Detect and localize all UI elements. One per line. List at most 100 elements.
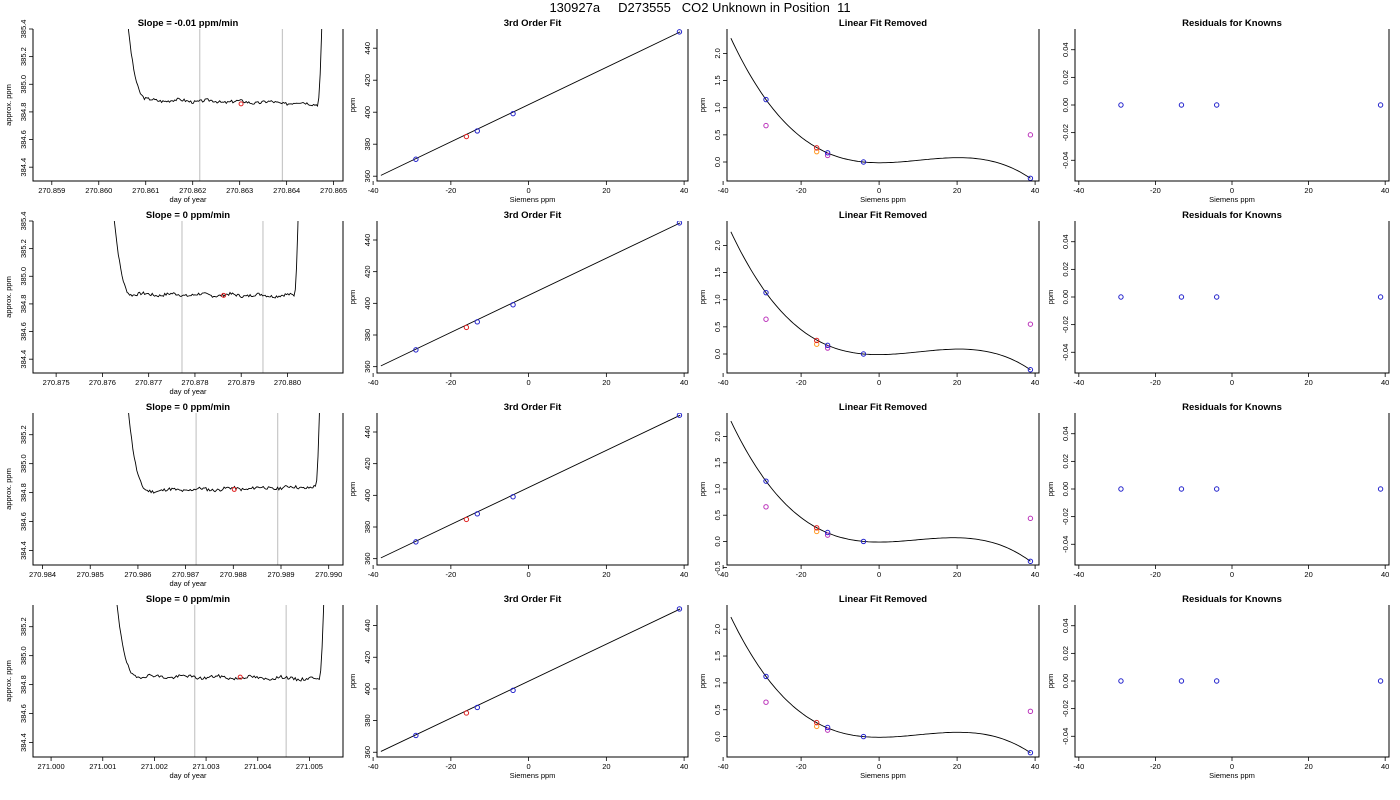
- x-tick-label: -20: [796, 570, 807, 579]
- y-tick-label: 420: [363, 265, 372, 278]
- y-tick-label: 1.0: [713, 678, 722, 688]
- panel-2-1: Slope = 0 ppm/min 270.875 270.876 270.877 27…: [4, 210, 344, 396]
- y-axis-label: ppm: [348, 290, 357, 305]
- x-tick-label: -20: [445, 762, 456, 771]
- fit-line: [380, 414, 681, 559]
- known-point: [676, 413, 683, 418]
- y-tick-label: 385.4: [19, 212, 28, 231]
- plot-area: [1118, 102, 1384, 108]
- y-tick-label: 2.0: [713, 48, 722, 58]
- concentration-trace: [116, 605, 325, 682]
- y-tick-label: 0.02: [1061, 70, 1070, 85]
- x-tick-label: 40: [1381, 570, 1389, 579]
- x-tick-label: 0: [1230, 186, 1234, 195]
- plot-area: [113, 221, 299, 373]
- y-tick-label: 0.0: [713, 349, 722, 359]
- x-tick-label: 40: [1031, 378, 1039, 387]
- panel-2-2: 3rd Order Fit -40 -20 0 20 40 360 380 400 420 440 p…: [348, 210, 689, 387]
- fit-line: [380, 222, 681, 367]
- x-tick-label: -20: [445, 378, 456, 387]
- y-tick-label: 1.5: [713, 458, 722, 468]
- x-tick-label: 270.860: [85, 186, 112, 195]
- y-axis-label: ppm: [348, 482, 357, 497]
- plot-area: [1118, 294, 1384, 300]
- y-tick-label: 385.4: [19, 20, 28, 39]
- y-tick-label: 440: [363, 619, 372, 632]
- plot-frame: [726, 29, 1040, 182]
- x-tick-label: 270.990: [315, 570, 342, 579]
- y-tick-label: 384.8: [19, 675, 28, 694]
- panel-4-2: 3rd Order Fit -40 -20 0 20 40 360 380 400 420 440 S…: [348, 594, 689, 780]
- x-tick-label: 270.878: [181, 378, 208, 387]
- x-tick-label: 270.876: [89, 378, 116, 387]
- plot-frame: [32, 221, 344, 374]
- known-point: [1118, 102, 1124, 108]
- y-axis-label: ppm: [698, 98, 707, 113]
- panel-1-2: 3rd Order Fit -40 -20 0 20 40 360 380 400 420 440 S…: [348, 18, 689, 204]
- y-tick-label: 384.4: [19, 541, 28, 560]
- x-tick-label: 0: [1230, 570, 1234, 579]
- plot-frame: [32, 605, 344, 758]
- x-tick-label: -40: [368, 378, 379, 387]
- unknown-point: [814, 145, 820, 151]
- x-axis-label: Siemens ppm: [1209, 771, 1255, 780]
- plot-frame: [726, 605, 1040, 758]
- plot-area: [380, 29, 683, 176]
- y-tick-label: 0.04: [1061, 618, 1070, 633]
- x-axis-label: Siemens ppm: [860, 195, 906, 204]
- y-tick-label: 385.0: [19, 267, 28, 286]
- y-tick-label: 360: [363, 746, 372, 759]
- known-point: [1377, 486, 1384, 492]
- x-tick-label: -40: [1073, 570, 1084, 579]
- x-tick-label: 271.003: [193, 762, 220, 771]
- y-tick-label: 0.00: [1061, 290, 1070, 305]
- x-tick-label: 271.005: [296, 762, 323, 771]
- x-tick-label: -40: [1073, 762, 1084, 771]
- x-axis-label: day of year: [169, 579, 207, 588]
- y-tick-label: 380: [363, 138, 372, 151]
- x-tick-label: 0: [877, 762, 881, 771]
- x-tick-label: 40: [680, 762, 688, 771]
- x-tick-label: -20: [796, 762, 807, 771]
- y-tick-label: 380: [363, 714, 372, 727]
- known-point: [860, 538, 867, 545]
- y-axis-label: ppm: [698, 674, 707, 689]
- y-axis-label: approx. ppm: [4, 276, 13, 318]
- reference-point: [814, 148, 820, 155]
- adjusted-point: [1027, 132, 1034, 138]
- panel-3-4: Residuals for Knowns -40 -20 0 20 40 -0.04 -0.0…: [1046, 402, 1390, 579]
- x-tick-label: 40: [1381, 378, 1389, 387]
- y-tick-label: 2.0: [713, 624, 722, 634]
- y-tick-label: -0.02: [1061, 124, 1070, 141]
- y-tick-label: 1.0: [713, 294, 722, 304]
- panel-title: Slope = -0.01 ppm/min: [138, 18, 239, 29]
- x-tick-label: 20: [602, 186, 610, 195]
- x-tick-label: 270.985: [77, 570, 104, 579]
- known-point: [676, 29, 683, 35]
- x-tick-label: -40: [1073, 186, 1084, 195]
- plot-area: [730, 420, 1034, 565]
- x-tick-label: -40: [718, 378, 729, 387]
- y-tick-label: 0.5: [713, 510, 722, 520]
- adjusted-point: [824, 152, 831, 159]
- y-tick-label: 385.0: [19, 454, 28, 473]
- y-tick-label: 2.0: [713, 240, 722, 250]
- mean-marker: [221, 292, 227, 298]
- x-tick-label: -20: [796, 186, 807, 195]
- plot-frame: [376, 29, 689, 182]
- plot-area: [380, 413, 683, 559]
- y-tick-label: 0.04: [1061, 426, 1070, 441]
- known-point: [1178, 486, 1185, 492]
- unknown-point: [463, 516, 470, 523]
- plot-area: [730, 616, 1034, 756]
- y-axis-label: ppm: [1046, 482, 1055, 497]
- x-tick-label: 20: [1304, 378, 1312, 387]
- fit-curve: [730, 231, 1031, 371]
- y-tick-label: 0.04: [1061, 42, 1070, 57]
- known-point: [860, 159, 867, 165]
- x-tick-label: 20: [1304, 762, 1312, 771]
- x-tick-label: -40: [368, 186, 379, 195]
- panel-title: Slope = 0 ppm/min: [146, 210, 230, 221]
- concentration-trace: [113, 221, 299, 299]
- y-tick-label: 1.0: [713, 102, 722, 112]
